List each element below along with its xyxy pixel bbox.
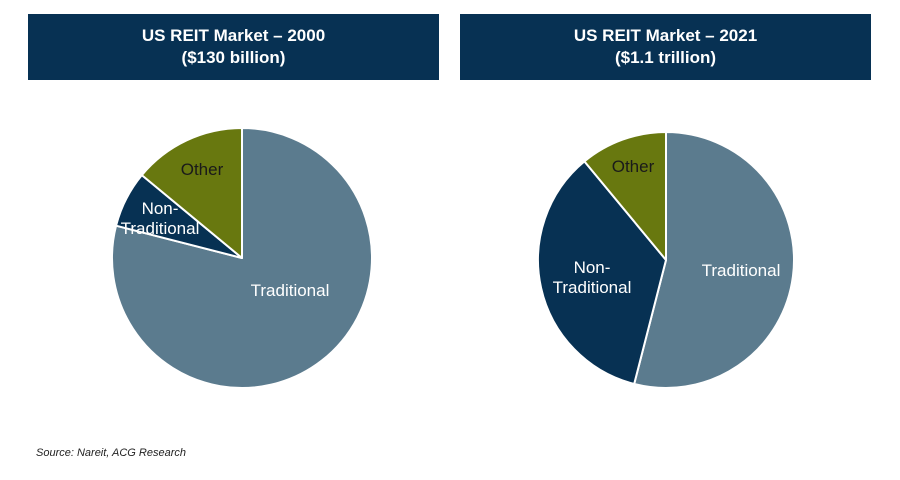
- chart-2000-label-other: Other: [181, 160, 224, 179]
- chart-2000-label-non-traditional: Non-Traditional: [121, 199, 200, 238]
- chart-2000-label-traditional: Traditional: [251, 281, 330, 300]
- chart-2021-slice-traditional: [633, 131, 795, 389]
- chart-2021-label-traditional: Traditional: [702, 261, 781, 280]
- chart-2000-header: US REIT Market – 2000 ($130 billion): [28, 14, 439, 80]
- chart-2000-subtitle: ($130 billion): [181, 48, 286, 67]
- chart-2000-slice-other: [140, 127, 243, 259]
- chart-2021-slice-non-traditional: [536, 160, 667, 385]
- chart-2021-subtitle: ($1.1 trillion): [614, 48, 717, 67]
- chart-2021-label-other: Other: [612, 157, 655, 176]
- chart-2021-title: US REIT Market – 2021: [573, 26, 758, 45]
- chart-2021-label-non-traditional: Non-Traditional: [553, 258, 632, 297]
- chart-2021-header: US REIT Market – 2021 ($1.1 trillion): [460, 14, 871, 80]
- chart-2000-title: US REIT Market – 2000: [141, 26, 326, 45]
- chart-2021-slice-other: [583, 131, 667, 261]
- source-note: Source: Nareit, ACG Research: [36, 447, 186, 459]
